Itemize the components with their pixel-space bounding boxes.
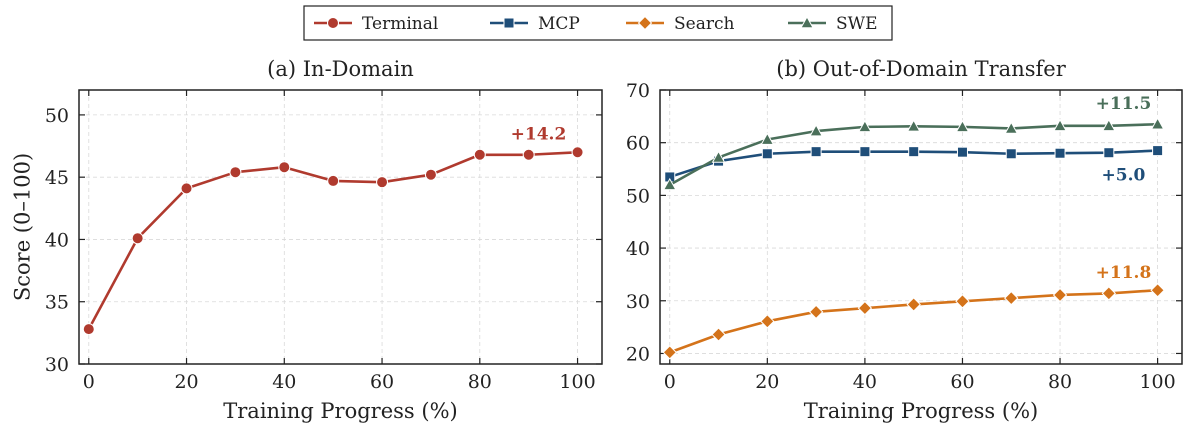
y-tick-label: 40	[45, 229, 69, 251]
data-point-terminal	[229, 166, 242, 179]
data-point-mcp	[810, 146, 822, 158]
y-tick-label: 35	[45, 292, 69, 314]
data-point-terminal	[278, 161, 291, 174]
panel-title: (a) In-Domain	[267, 57, 414, 81]
legend-marker-mcp	[503, 17, 515, 29]
legend-label: Search	[674, 14, 734, 34]
legend-entry-search: Search	[626, 14, 734, 34]
legend-label: SWE	[836, 14, 878, 34]
data-point-search	[1052, 287, 1068, 303]
data-point-terminal	[522, 148, 535, 161]
x-tick-label: 40	[853, 371, 877, 393]
x-tick-label: 100	[1139, 371, 1175, 393]
data-point-search	[906, 297, 921, 312]
data-point-swe	[906, 119, 921, 132]
data-point-terminal	[571, 146, 584, 159]
data-point-swe	[858, 119, 872, 133]
data-point-mcp	[1005, 148, 1017, 160]
y-tick-label: 60	[626, 133, 650, 155]
series-terminal	[82, 146, 584, 336]
data-point-search	[1150, 283, 1165, 298]
y-tick-label: 30	[626, 291, 650, 313]
data-point-search	[662, 345, 677, 360]
data-point-mcp	[1054, 147, 1066, 159]
legend-marker-terminal	[327, 17, 339, 29]
data-point-terminal	[376, 176, 389, 189]
x-tick-label: 20	[174, 371, 198, 393]
data-point-mcp	[908, 146, 920, 158]
y-tick-label: 20	[626, 343, 650, 365]
data-point-swe	[955, 119, 970, 133]
plot-frame	[78, 89, 603, 365]
data-point-terminal	[131, 232, 144, 245]
plot-frame	[659, 89, 1183, 365]
legend-marker-swe	[800, 15, 814, 29]
data-point-swe	[760, 132, 775, 145]
x-axis-title: Training Progress (%)	[804, 399, 1038, 423]
x-tick-label: 60	[950, 371, 974, 393]
annotation-search: +11.8	[1096, 263, 1152, 283]
x-axis-title: Training Progress (%)	[223, 399, 457, 423]
panel-in-domain: 0 20 40 60 80 100 30 35 40 45 50 +14.2 (a) In-Domain…	[10, 57, 603, 423]
data-point-swe	[1150, 117, 1165, 130]
data-point-swe	[1101, 118, 1116, 132]
data-point-swe	[809, 124, 823, 137]
series-swe	[662, 117, 1165, 191]
legend-label: Terminal	[362, 14, 438, 34]
ticks: 0 20 40 60 80 100 30 35 40 45 50	[45, 90, 602, 393]
x-tick-label: 80	[468, 371, 492, 393]
series-search	[662, 283, 1165, 360]
data-point-terminal	[424, 168, 437, 181]
data-point-mcp	[1103, 147, 1115, 159]
data-point-search	[955, 294, 970, 309]
x-tick-label: 100	[559, 371, 595, 393]
legend-label: MCP	[538, 14, 580, 34]
data-point-search	[1101, 286, 1117, 301]
x-tick-label: 20	[755, 371, 779, 393]
data-point-search	[711, 327, 726, 342]
y-tick-label: 70	[626, 80, 650, 102]
legend: Terminal MCP Search SWE	[303, 5, 893, 41]
data-point-search	[808, 304, 824, 320]
data-point-search	[857, 300, 873, 316]
annotation-terminal: +14.2	[511, 125, 567, 145]
x-tick-label: 0	[664, 371, 676, 393]
y-tick-label: 30	[45, 354, 69, 376]
data-point-search	[1004, 290, 1019, 306]
y-tick-label: 40	[626, 238, 650, 260]
data-point-mcp	[956, 146, 968, 158]
x-tick-label: 80	[1048, 371, 1072, 393]
legend-marker-search	[637, 15, 653, 31]
data-point-swe	[1053, 118, 1067, 132]
x-tick-label: 40	[272, 371, 296, 393]
data-point-terminal	[327, 174, 340, 187]
data-point-swe	[1004, 121, 1019, 134]
legend-entry-swe: SWE	[788, 14, 878, 34]
data-point-swe	[662, 177, 677, 191]
data-point-terminal	[180, 182, 193, 195]
y-tick-label: 45	[45, 167, 69, 189]
data-point-mcp	[761, 148, 773, 160]
panel-title: (b) Out-of-Domain Transfer	[776, 57, 1066, 81]
data-point-search	[760, 314, 775, 329]
y-tick-label: 50	[45, 105, 69, 127]
data-point-terminal	[473, 148, 486, 161]
ticks: 0 20 40 60 80 100 20 30 40 50 60 70	[626, 80, 1182, 393]
x-tick-label: 0	[83, 371, 95, 393]
annotation-mcp: +5.0	[1102, 165, 1146, 185]
y-tick-label: 50	[626, 185, 650, 207]
data-point-mcp	[1152, 145, 1164, 157]
data-point-mcp	[859, 146, 871, 158]
panel-out-of-domain: 0 20 40 60 80 100 20 30 40 50 60 70 +11.5 +5.0 +11.8 (b…	[626, 57, 1183, 423]
x-tick-label: 60	[370, 371, 394, 393]
legend-entry-mcp: MCP	[490, 14, 580, 34]
data-point-swe	[711, 150, 726, 163]
y-axis-title: Score (0–100)	[10, 153, 34, 301]
legend-entry-terminal: Terminal	[314, 14, 438, 34]
data-point-terminal	[82, 323, 95, 336]
annotation-swe: +11.5	[1096, 94, 1152, 114]
